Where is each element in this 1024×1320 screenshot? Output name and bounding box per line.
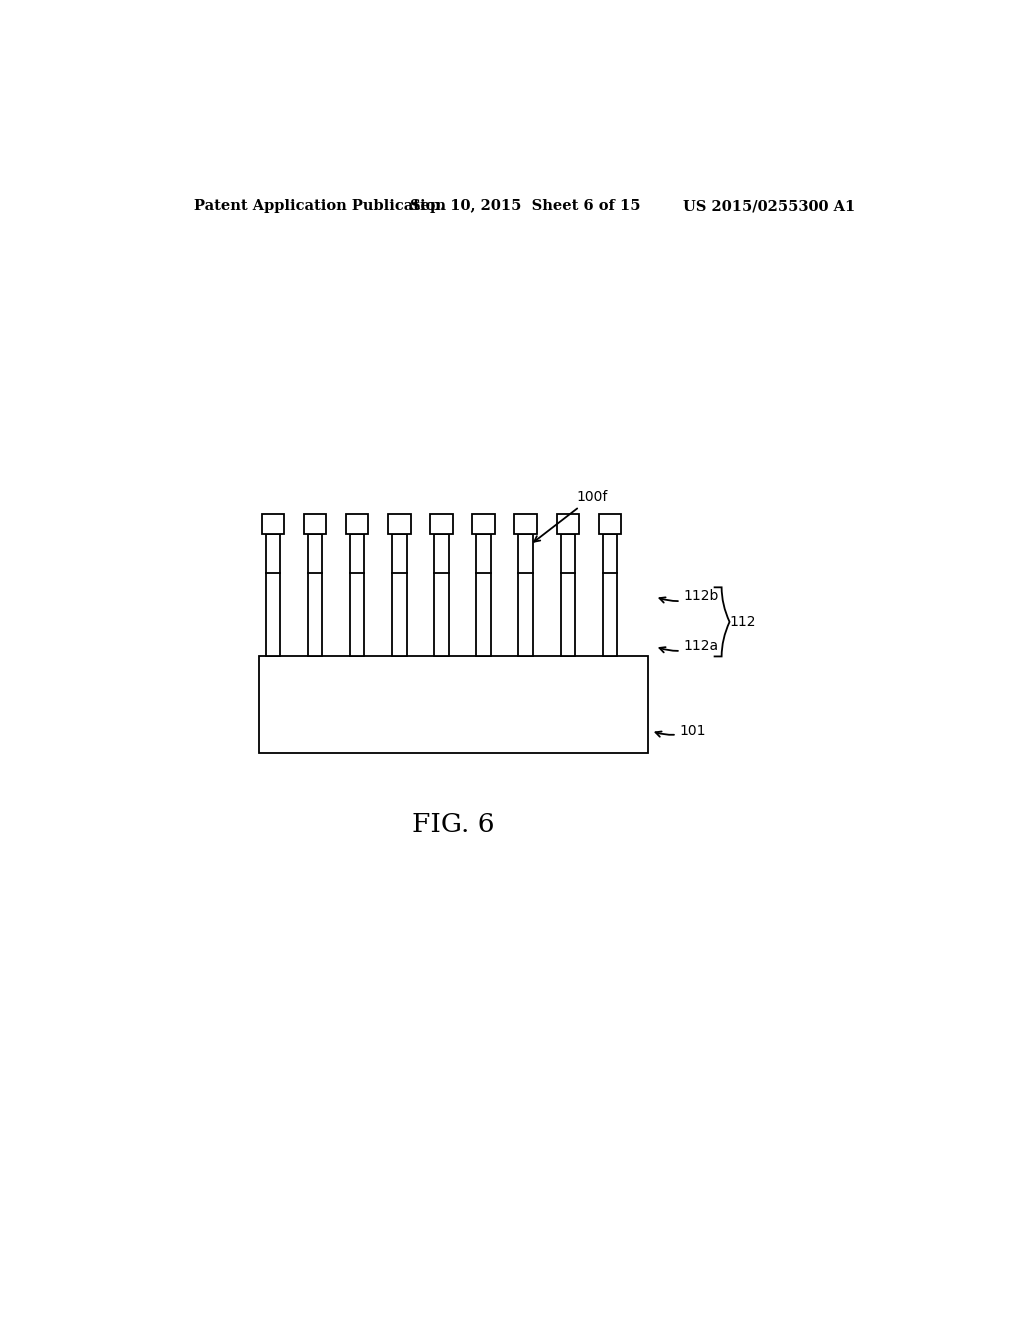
Bar: [266, 535, 281, 656]
Text: Patent Application Publication: Patent Application Publication: [194, 199, 445, 213]
Bar: [476, 535, 490, 656]
Text: 101: 101: [655, 723, 707, 738]
Bar: [262, 515, 285, 535]
Bar: [518, 535, 532, 656]
Text: 100f: 100f: [535, 490, 608, 541]
Text: Sep. 10, 2015  Sheet 6 of 15: Sep. 10, 2015 Sheet 6 of 15: [410, 199, 640, 213]
Text: 112b: 112b: [659, 590, 719, 603]
Bar: [304, 515, 327, 535]
Text: US 2015/0255300 A1: US 2015/0255300 A1: [683, 199, 856, 213]
Text: 112a: 112a: [659, 639, 719, 653]
Text: 112: 112: [729, 615, 756, 628]
Bar: [472, 515, 495, 535]
Bar: [259, 656, 648, 752]
Bar: [392, 535, 407, 656]
Bar: [560, 535, 574, 656]
Bar: [308, 535, 323, 656]
Bar: [430, 515, 453, 535]
Bar: [602, 535, 616, 656]
Bar: [514, 515, 537, 535]
Bar: [388, 515, 411, 535]
Bar: [599, 515, 621, 535]
Bar: [350, 535, 365, 656]
Bar: [434, 535, 449, 656]
Bar: [346, 515, 369, 535]
Text: FIG. 6: FIG. 6: [412, 812, 495, 837]
Bar: [557, 515, 579, 535]
